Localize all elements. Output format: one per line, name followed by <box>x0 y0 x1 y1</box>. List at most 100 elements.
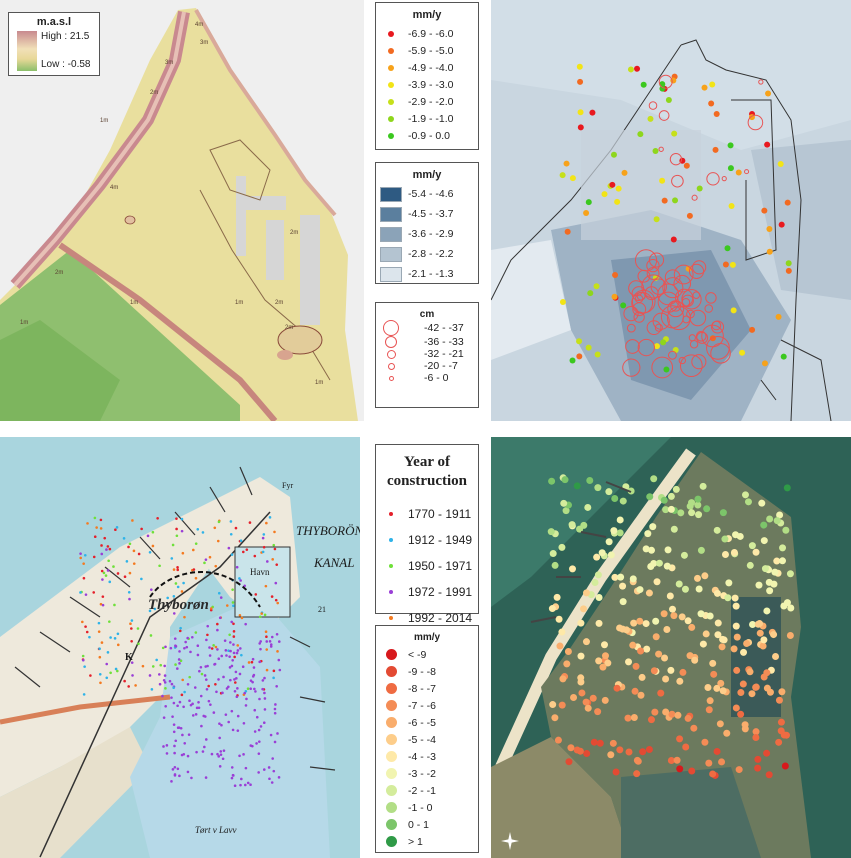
velocity-points-legend-title: mm/y <box>412 9 442 21</box>
construction-point <box>132 562 136 565</box>
velocity-point <box>672 197 679 204</box>
construction-point <box>194 631 198 634</box>
construction-point <box>123 575 127 579</box>
building-velocity-point <box>594 708 602 716</box>
velocity-zone <box>491 0 851 150</box>
contour-label: 4m <box>110 185 119 191</box>
building-velocity-point <box>754 755 762 763</box>
settlement-ring <box>622 358 641 377</box>
construction-point <box>99 527 103 530</box>
construction-point <box>196 527 200 531</box>
construction-point <box>178 662 181 665</box>
building-velocity-points <box>547 474 795 779</box>
harbor-structure <box>236 176 246 256</box>
construction-point <box>115 526 119 529</box>
construction-point <box>195 750 198 754</box>
velocity-point <box>647 115 654 122</box>
construction-point <box>175 527 178 531</box>
construction-point <box>181 551 185 555</box>
building-velocity-point <box>701 738 709 746</box>
legend-item-label: -3 - -2 <box>408 767 437 780</box>
legend-item: 1770 - 1911 <box>376 501 478 527</box>
construction-point <box>269 645 273 648</box>
construction-point <box>238 613 242 617</box>
construction-point <box>235 677 238 680</box>
construction-point <box>175 517 178 520</box>
construction-point <box>140 577 143 581</box>
settlement-ring <box>691 194 698 201</box>
shallow-sea <box>491 437 671 607</box>
velocity-point <box>735 169 742 176</box>
building-velocity-point <box>713 589 721 597</box>
construction-point <box>100 552 104 556</box>
construction-point <box>81 654 85 658</box>
construction-point <box>178 774 181 778</box>
construction-point <box>172 701 176 705</box>
construction-point <box>235 651 239 655</box>
construction-point <box>232 643 235 646</box>
construction-point <box>174 739 178 743</box>
legend-item-label: -5 - -4 <box>408 733 437 746</box>
legend-item: -2 - -1 <box>376 782 478 799</box>
building-velocity-point <box>586 477 594 485</box>
legend-item: -0.9 - 0.0 <box>376 127 478 144</box>
settlement-ring <box>631 286 647 301</box>
construction-point <box>158 564 161 568</box>
building-velocity-point <box>782 526 790 534</box>
construction-point <box>176 585 180 589</box>
building-velocity-point <box>568 565 576 573</box>
depth-label: 21 <box>318 605 326 614</box>
building-velocity-point <box>625 658 633 666</box>
building-velocity-point <box>638 673 646 681</box>
construction-point <box>158 682 162 686</box>
construction-point <box>232 604 235 608</box>
construction-point <box>99 518 103 522</box>
construction-point <box>205 688 209 691</box>
building-velocity-point <box>616 624 624 632</box>
construction-point <box>262 533 266 536</box>
settlement-ring <box>648 252 665 268</box>
construction-point <box>214 564 218 568</box>
building-velocity-point <box>709 659 717 667</box>
construction-point <box>218 616 222 620</box>
building-velocity-point <box>695 511 703 519</box>
construction-point <box>178 700 182 704</box>
contour-labels: 1m 2m 3m 4m 2m 1m 2m 1m 2m 1m 2m 3m 1m 4… <box>0 0 364 421</box>
construction-point <box>184 640 187 644</box>
velocity-point <box>724 245 731 252</box>
settlement-ring <box>628 280 645 297</box>
construction-point <box>127 545 130 549</box>
construction-point <box>178 650 181 653</box>
construction-point <box>260 612 263 615</box>
construction-point <box>205 638 208 642</box>
velocity-point <box>727 165 734 172</box>
settlement-ring <box>706 335 730 360</box>
legend-item: 1912 - 1949 <box>376 527 478 553</box>
north-arrow-icon <box>501 832 519 850</box>
legend-item: 1950 - 1971 <box>376 553 478 579</box>
east-ridge <box>194 9 337 217</box>
construction-point <box>125 560 129 563</box>
velocity-point <box>749 326 756 333</box>
construction-point <box>146 534 150 538</box>
construction-point <box>230 776 234 780</box>
building-velocity-point <box>752 683 760 691</box>
construction-point <box>274 581 278 585</box>
construction-point <box>247 661 251 664</box>
construction-point <box>185 645 189 649</box>
velocity-point <box>569 175 576 182</box>
construction-point <box>107 559 110 563</box>
settlement-ring <box>626 323 636 333</box>
construction-point <box>109 671 112 675</box>
building-velocity-point <box>718 758 726 766</box>
building-velocity-point <box>752 728 760 736</box>
building-velocity-point <box>688 623 696 631</box>
settlement-ring <box>681 289 702 310</box>
construction-point <box>82 693 86 696</box>
building-velocity-point <box>783 599 791 607</box>
velocity-point <box>784 199 791 206</box>
construction-point <box>187 733 191 736</box>
building-velocity-point <box>612 768 620 776</box>
construction-point <box>162 678 166 682</box>
building-velocity-point <box>577 652 585 660</box>
